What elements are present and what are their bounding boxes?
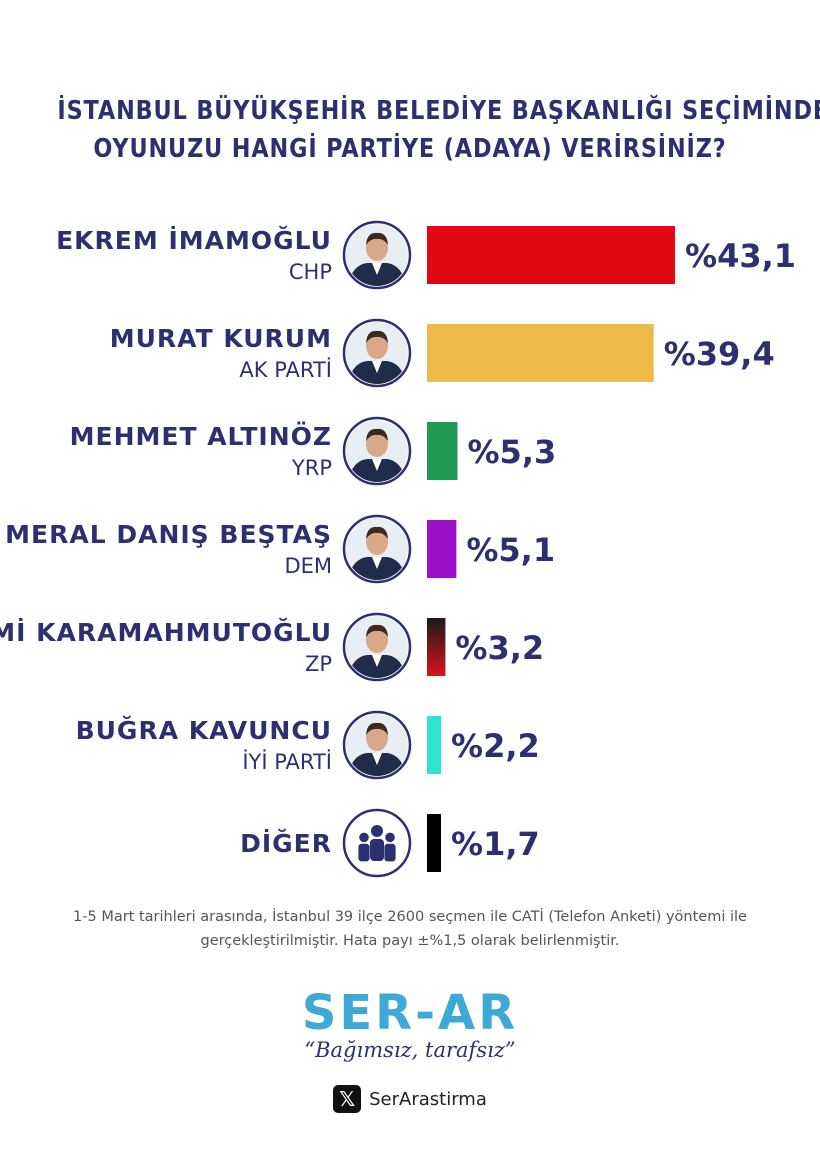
chart-row: MURAT KURUM AK PARTİ %39,4: [110, 318, 775, 388]
bar-chart: EKREM İMAMOĞLU CHP %43,1 MURAT KURUM AK PART…: [0, 220, 796, 878]
social-handle: SerArastirma: [369, 1088, 487, 1110]
bar: [427, 422, 458, 480]
value-label: %43,1: [685, 237, 796, 275]
candidate-avatar: [342, 710, 412, 780]
candidate-name: MEHMET ALTINÖZ: [70, 421, 332, 451]
party-label: YRP: [291, 456, 332, 480]
candidate-avatar: [342, 612, 412, 682]
bar: [427, 618, 446, 676]
candidate-name: MERAL DANIŞ BEŞTAŞ: [5, 520, 332, 549]
chart-row: MERAL DANIŞ BEŞTAŞ DEM %5,1: [5, 514, 555, 584]
candidate-avatar: [342, 220, 412, 290]
value-label: %5,1: [466, 531, 555, 569]
bar: [427, 226, 675, 284]
brand-tagline: “Bağımsız, tarafsız”: [304, 1038, 516, 1062]
party-label: ZP: [305, 652, 332, 676]
chart-row: DİĞER %1,7: [240, 808, 540, 878]
title-line-2: OYUNUZU HANGİ PARTİYE (ADAYA) VERİRSİNİZ…: [93, 134, 727, 164]
bar: [427, 324, 654, 382]
title-line-1: İSTANBUL BÜYÜKŞEHİR BELEDİYE BAŞKANLIĞI …: [57, 96, 820, 126]
candidate-name: EKREM İMAMOĞLU: [56, 225, 332, 255]
candidate-avatar: [342, 318, 412, 388]
candidate-avatar: [342, 514, 412, 584]
value-label: %3,2: [455, 629, 544, 667]
bar: [427, 814, 441, 872]
party-label: DEM: [284, 554, 332, 578]
candidate-name: BUĞRA KAVUNCU: [76, 715, 332, 745]
candidate-name: AZMİ KARAMAHMUTOĞLU: [0, 617, 332, 647]
bar: [427, 520, 457, 578]
candidate-name: MURAT KURUM: [110, 324, 332, 353]
chart-row: AZMİ KARAMAHMUTOĞLU ZP %3,2: [0, 612, 544, 682]
candidate-name: DİĞER: [240, 828, 332, 858]
candidate-avatar: [342, 416, 412, 486]
value-label: %2,2: [451, 727, 540, 765]
party-label: İYİ PARTİ: [242, 749, 332, 774]
chart-row: MEHMET ALTINÖZ YRP %5,3: [70, 416, 556, 486]
chart-title: İSTANBUL BÜYÜKŞEHİR BELEDİYE BAŞKANLIĞI …: [57, 92, 820, 168]
bar: [427, 716, 441, 774]
chart-row: BUĞRA KAVUNCU İYİ PARTİ %2,2: [76, 710, 540, 780]
chart-row: EKREM İMAMOĞLU CHP %43,1: [56, 220, 796, 290]
social-link[interactable]: 𝕏 SerArastirma: [0, 1085, 820, 1113]
value-label: %5,3: [467, 433, 556, 471]
group-people-icon: [342, 808, 412, 878]
party-label: AK PARTİ: [239, 357, 332, 382]
x-icon: 𝕏: [333, 1085, 362, 1113]
party-label: CHP: [289, 260, 332, 284]
ser-ar-logo: SER-AR: [301, 985, 519, 1041]
methodology-note: 1-5 Mart tarihleri arasında, İstanbul 39…: [73, 909, 747, 949]
value-label: %39,4: [664, 335, 775, 373]
value-label: %1,7: [451, 825, 540, 863]
